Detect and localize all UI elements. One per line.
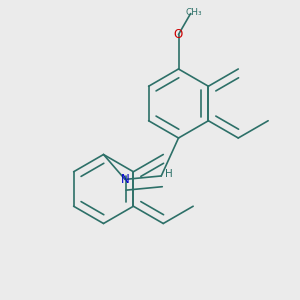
Text: N: N [121,173,129,186]
Text: H: H [165,169,172,179]
Text: O: O [174,28,183,41]
Text: CH₃: CH₃ [186,8,202,16]
